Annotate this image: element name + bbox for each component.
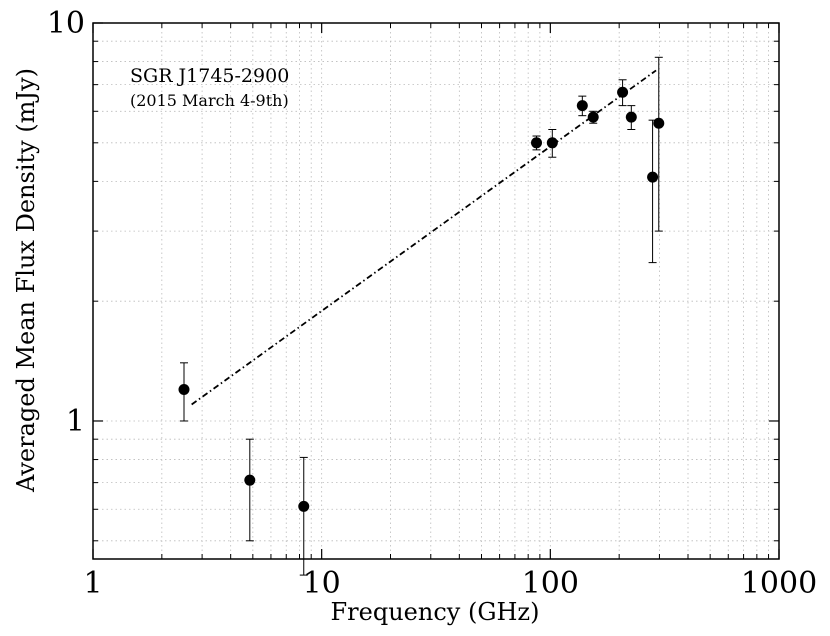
x-axis-title: Frequency (GHz) <box>331 598 540 626</box>
fit-line <box>191 69 657 406</box>
data-point <box>546 137 558 149</box>
x-tick-label: 100 <box>522 566 579 601</box>
data-point <box>617 86 629 98</box>
data-point <box>298 500 310 512</box>
x-tick-label: 10 <box>303 566 341 601</box>
data-point <box>531 137 543 149</box>
data-point <box>244 474 256 486</box>
y-axis-title: Averaged Mean Flux Density (mJy) <box>12 68 40 493</box>
axis-ticks <box>92 22 780 559</box>
annotation-date: (2015 March 4-9th) <box>130 91 289 110</box>
data-point <box>178 383 190 395</box>
annotation-source-name: SGR J1745-2900 <box>130 65 289 87</box>
data-points <box>178 56 665 576</box>
fit-line-group <box>191 69 657 406</box>
data-point <box>576 100 588 112</box>
y-tick-label: 10 <box>47 6 85 41</box>
data-point <box>653 117 665 129</box>
data-point <box>625 111 637 123</box>
grid <box>92 22 780 559</box>
y-tick-label: 1 <box>66 404 85 439</box>
data-point <box>647 171 659 183</box>
x-tick-label: 1000 <box>741 566 817 601</box>
data-point <box>587 111 599 123</box>
x-tick-label: 1 <box>83 566 102 601</box>
tick-labels: 1 10 100 1000 1 10 <box>47 6 817 601</box>
plot-frame <box>92 22 780 560</box>
